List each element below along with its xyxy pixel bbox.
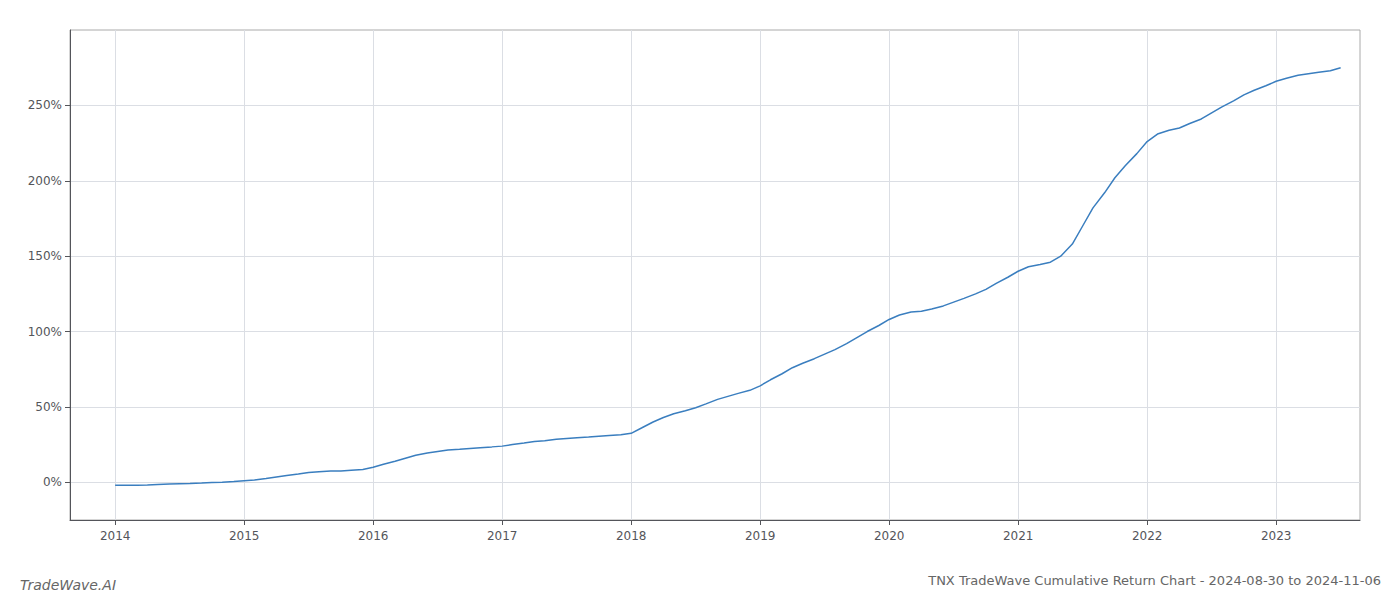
svg-text:2014: 2014 <box>100 529 131 543</box>
svg-text:2019: 2019 <box>745 529 776 543</box>
svg-text:200%: 200% <box>28 174 62 188</box>
svg-text:2018: 2018 <box>616 529 647 543</box>
svg-text:2016: 2016 <box>358 529 389 543</box>
svg-text:2022: 2022 <box>1132 529 1163 543</box>
svg-text:TradeWave.AI: TradeWave.AI <box>20 577 116 593</box>
svg-text:2023: 2023 <box>1261 529 1292 543</box>
svg-text:2020: 2020 <box>874 529 905 543</box>
svg-text:100%: 100% <box>28 325 62 339</box>
svg-text:2015: 2015 <box>229 529 260 543</box>
svg-text:TNX TradeWave Cumulative Retur: TNX TradeWave Cumulative Return Chart - … <box>927 573 1381 588</box>
svg-text:150%: 150% <box>28 249 62 263</box>
svg-text:250%: 250% <box>28 98 62 112</box>
svg-text:0%: 0% <box>43 475 62 489</box>
svg-text:2017: 2017 <box>487 529 518 543</box>
svg-text:50%: 50% <box>35 400 62 414</box>
svg-text:2021: 2021 <box>1003 529 1034 543</box>
